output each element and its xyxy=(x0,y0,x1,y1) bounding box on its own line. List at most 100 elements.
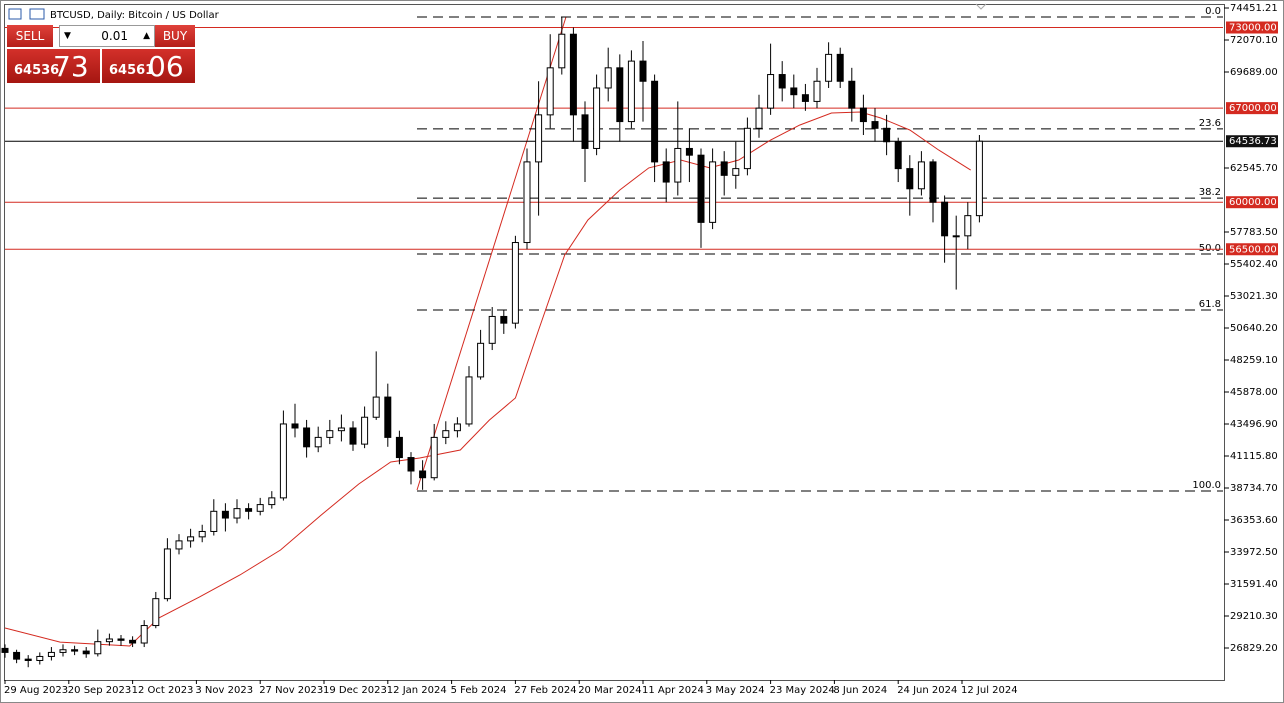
candle-body xyxy=(384,396,392,438)
trend-line xyxy=(416,16,567,491)
candle-body xyxy=(616,67,624,123)
y-tick-label: 69689.00 xyxy=(1230,67,1278,78)
fib-label: 61.8 xyxy=(1199,299,1221,310)
candle-body xyxy=(627,60,635,123)
lot-down[interactable]: ▼ xyxy=(64,31,71,41)
menu-icon[interactable] xyxy=(8,8,22,20)
candle-body xyxy=(24,658,32,661)
candle-body xyxy=(233,508,241,519)
level-label: 60000.00 xyxy=(1229,197,1277,208)
candle-body xyxy=(129,639,137,644)
y-tick-label: 29210.30 xyxy=(1230,611,1278,622)
candle-body xyxy=(291,423,299,429)
trade-panel: SELL ▼ 0.01 ▲ BUY 64536 73 64561 06 xyxy=(7,25,195,83)
lot-up[interactable]: ▲ xyxy=(143,31,150,41)
candle-body xyxy=(210,510,218,532)
bid-price[interactable]: 64536 73 xyxy=(7,49,100,83)
candle-body xyxy=(372,396,380,418)
x-tick-label: 27 Nov 2023 xyxy=(259,685,323,696)
y-tick-label: 38734.70 xyxy=(1230,483,1278,494)
candle-body xyxy=(720,161,728,176)
level-tag xyxy=(1226,102,1278,115)
candle-body xyxy=(894,141,902,170)
candle-body xyxy=(859,107,867,123)
candle-body xyxy=(71,649,79,652)
candle-body xyxy=(152,598,160,627)
candle-body xyxy=(36,655,44,661)
candle-body xyxy=(743,127,751,170)
buy-button[interactable]: BUY xyxy=(155,25,195,47)
candle-body xyxy=(500,315,508,324)
candle-body xyxy=(929,161,937,203)
candle-body xyxy=(546,67,554,116)
plot-border xyxy=(4,4,1225,681)
candle-body xyxy=(198,530,206,538)
candle-body xyxy=(697,154,705,223)
y-tick-label: 31591.40 xyxy=(1230,579,1278,590)
fib-label: 50.0 xyxy=(1199,243,1221,254)
candle-body xyxy=(430,436,438,479)
candle-body xyxy=(558,33,566,69)
candle-body xyxy=(256,504,264,512)
candle-body xyxy=(883,127,891,143)
x-tick-label: 12 Oct 2023 xyxy=(132,685,194,696)
candle-body xyxy=(778,74,786,89)
y-tick-label: 74451.21 xyxy=(1230,3,1278,14)
level-label: 73000.00 xyxy=(1229,23,1277,34)
x-tick-label: 12 Jul 2024 xyxy=(961,685,1018,696)
x-tick-label: 20 Sep 2023 xyxy=(68,685,131,696)
candle-body xyxy=(523,161,531,244)
candle-body xyxy=(94,641,102,655)
candle-body xyxy=(581,114,589,149)
candle-body xyxy=(477,342,485,378)
current-price-tag xyxy=(1226,135,1278,148)
candle-body xyxy=(59,649,67,653)
x-tick-label: 24 Jun 2024 xyxy=(897,685,957,696)
y-tick-label: 43496.90 xyxy=(1230,419,1278,430)
candle-body xyxy=(952,235,960,238)
candle-body xyxy=(175,540,183,550)
candle-body xyxy=(535,114,543,163)
ask-main: 64561 xyxy=(109,63,155,78)
y-tick-label: 33972.50 xyxy=(1230,547,1278,558)
x-tick-label: 3 Nov 2023 xyxy=(195,685,253,696)
x-tick-label: 11 Apr 2024 xyxy=(642,685,704,696)
candle-body xyxy=(407,457,415,472)
y-tick-label: 57783.50 xyxy=(1230,227,1278,238)
candle-body xyxy=(604,67,612,89)
ask-price[interactable]: 64561 06 xyxy=(102,49,195,83)
x-tick-label: 20 Mar 2024 xyxy=(578,685,641,696)
candle-body xyxy=(825,53,833,82)
candle-body xyxy=(442,430,450,438)
candle-body xyxy=(117,638,125,641)
level-label: 56500.00 xyxy=(1229,244,1277,255)
candle-body xyxy=(268,497,276,506)
fib-label: 23.6 xyxy=(1199,118,1221,129)
candle-body xyxy=(790,87,798,96)
candle-body xyxy=(917,161,925,190)
candle-body xyxy=(105,638,113,643)
level-tag xyxy=(1226,21,1278,34)
y-tick-label: 36353.60 xyxy=(1230,515,1278,526)
candle-body xyxy=(337,427,345,432)
x-tick-label: 23 May 2024 xyxy=(770,685,835,696)
sell-button[interactable]: SELL xyxy=(7,25,53,47)
candle-body xyxy=(349,427,357,445)
x-tick-label: 19 Dec 2023 xyxy=(323,685,387,696)
candle-body xyxy=(395,436,403,459)
bid-big: 73 xyxy=(53,50,89,83)
candle-body xyxy=(593,87,601,149)
y-tick-label: 45878.00 xyxy=(1230,387,1278,398)
lot-input[interactable]: ▼ 0.01 ▲ xyxy=(59,25,155,47)
candle-body xyxy=(245,508,253,512)
chart-icon[interactable] xyxy=(29,8,45,20)
candle-body xyxy=(419,470,427,479)
candle-body xyxy=(13,651,21,660)
candle-body xyxy=(488,315,496,344)
y-tick-label: 50640.20 xyxy=(1230,323,1278,334)
level-tag xyxy=(1226,196,1278,209)
candle-body xyxy=(755,107,763,129)
level-label: 67000.00 xyxy=(1229,103,1277,114)
